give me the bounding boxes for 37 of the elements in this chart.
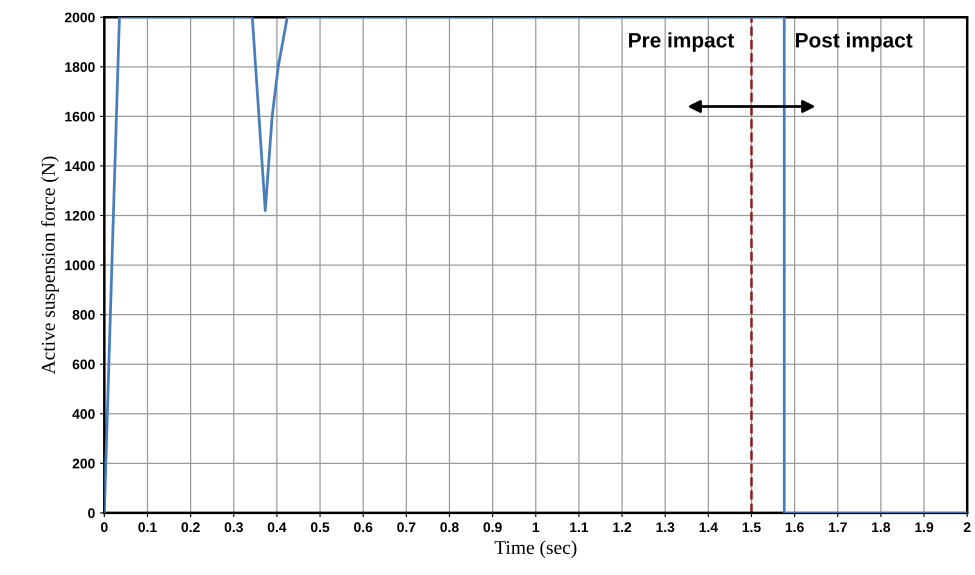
x-tick-label: 1.6 xyxy=(786,522,804,532)
y-tick-label: 200 xyxy=(72,458,95,469)
x-tick-label: 0.4 xyxy=(268,522,286,532)
x-tick-label: 1.1 xyxy=(570,522,588,532)
y-tick-label: 1600 xyxy=(65,112,95,122)
x-tick-label: 1.4 xyxy=(700,522,718,532)
x-tick-label: 0.6 xyxy=(354,522,372,532)
x-tick-label: 0 xyxy=(101,522,108,532)
x-tick-label: 1.2 xyxy=(613,522,632,532)
x-tick-label: 1.3 xyxy=(656,522,674,532)
x-tick-label: 1 xyxy=(532,522,540,532)
x-tick-label: 1.7 xyxy=(828,522,847,532)
y-axis-title: Active suspension force (N) xyxy=(41,156,59,374)
x-tick-label: 0.9 xyxy=(484,522,502,532)
y-tick-label: 1800 xyxy=(65,62,95,72)
x-tick-label: 0.1 xyxy=(138,522,157,532)
x-tick-label: 0.3 xyxy=(224,522,243,532)
x-tick-label: 2 xyxy=(964,522,971,532)
y-tick-label: 800 xyxy=(72,310,95,320)
annotation: Post impact xyxy=(796,32,912,52)
y-tick-label: 600 xyxy=(72,360,95,370)
annotation: Pre impact xyxy=(629,32,734,52)
x-tick-label: 1.8 xyxy=(872,522,890,532)
x-tick-label: 1.5 xyxy=(742,522,761,532)
x-tick-label: 0.2 xyxy=(182,522,200,532)
x-tick-label: 0.8 xyxy=(440,522,459,532)
y-tick-label: 2000 xyxy=(64,12,95,22)
y-tick-label: 400 xyxy=(72,409,95,419)
x-tick-label: 0.7 xyxy=(397,522,416,532)
y-tick-label: 1400 xyxy=(65,161,95,172)
y-tick-label: 1000 xyxy=(65,260,95,270)
x-axis-title: Time (sec) xyxy=(494,540,576,558)
y-tick-label: 1200 xyxy=(65,210,95,221)
x-tick-label: 1.9 xyxy=(915,522,934,532)
x-tick-label: 0.5 xyxy=(310,522,330,532)
line-series xyxy=(104,17,968,513)
y-tick-label: 0 xyxy=(88,508,95,518)
